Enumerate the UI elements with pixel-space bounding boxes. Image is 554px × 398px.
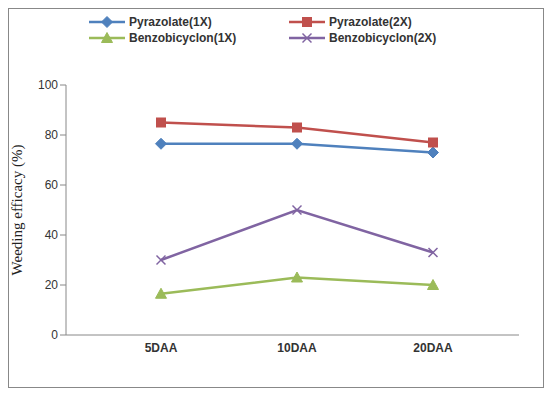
svg-text:5DAA: 5DAA <box>145 341 178 355</box>
svg-text:60: 60 <box>45 178 59 192</box>
svg-text:40: 40 <box>45 228 59 242</box>
html-text:Benzobicyclon(1X): Benzobicyclon(1X) <box>129 31 237 45</box>
svg-text:100: 100 <box>38 78 58 92</box>
svg-text:Weeding efficacy (%): Weeding efficacy (%) <box>9 145 26 276</box>
html-text:Pyrazolate(2X): Pyrazolate(2X) <box>329 15 412 29</box>
svg-text:20: 20 <box>45 278 59 292</box>
html-text:Benzobicyclon(2X): Benzobicyclon(2X) <box>329 31 437 45</box>
svg-text:0: 0 <box>51 328 58 342</box>
svg-text:10DAA: 10DAA <box>277 341 317 355</box>
svg-text:80: 80 <box>45 128 59 142</box>
svg-text:20DAA: 20DAA <box>413 341 453 355</box>
html-text:Pyrazolate(1X): Pyrazolate(1X) <box>129 15 212 29</box>
